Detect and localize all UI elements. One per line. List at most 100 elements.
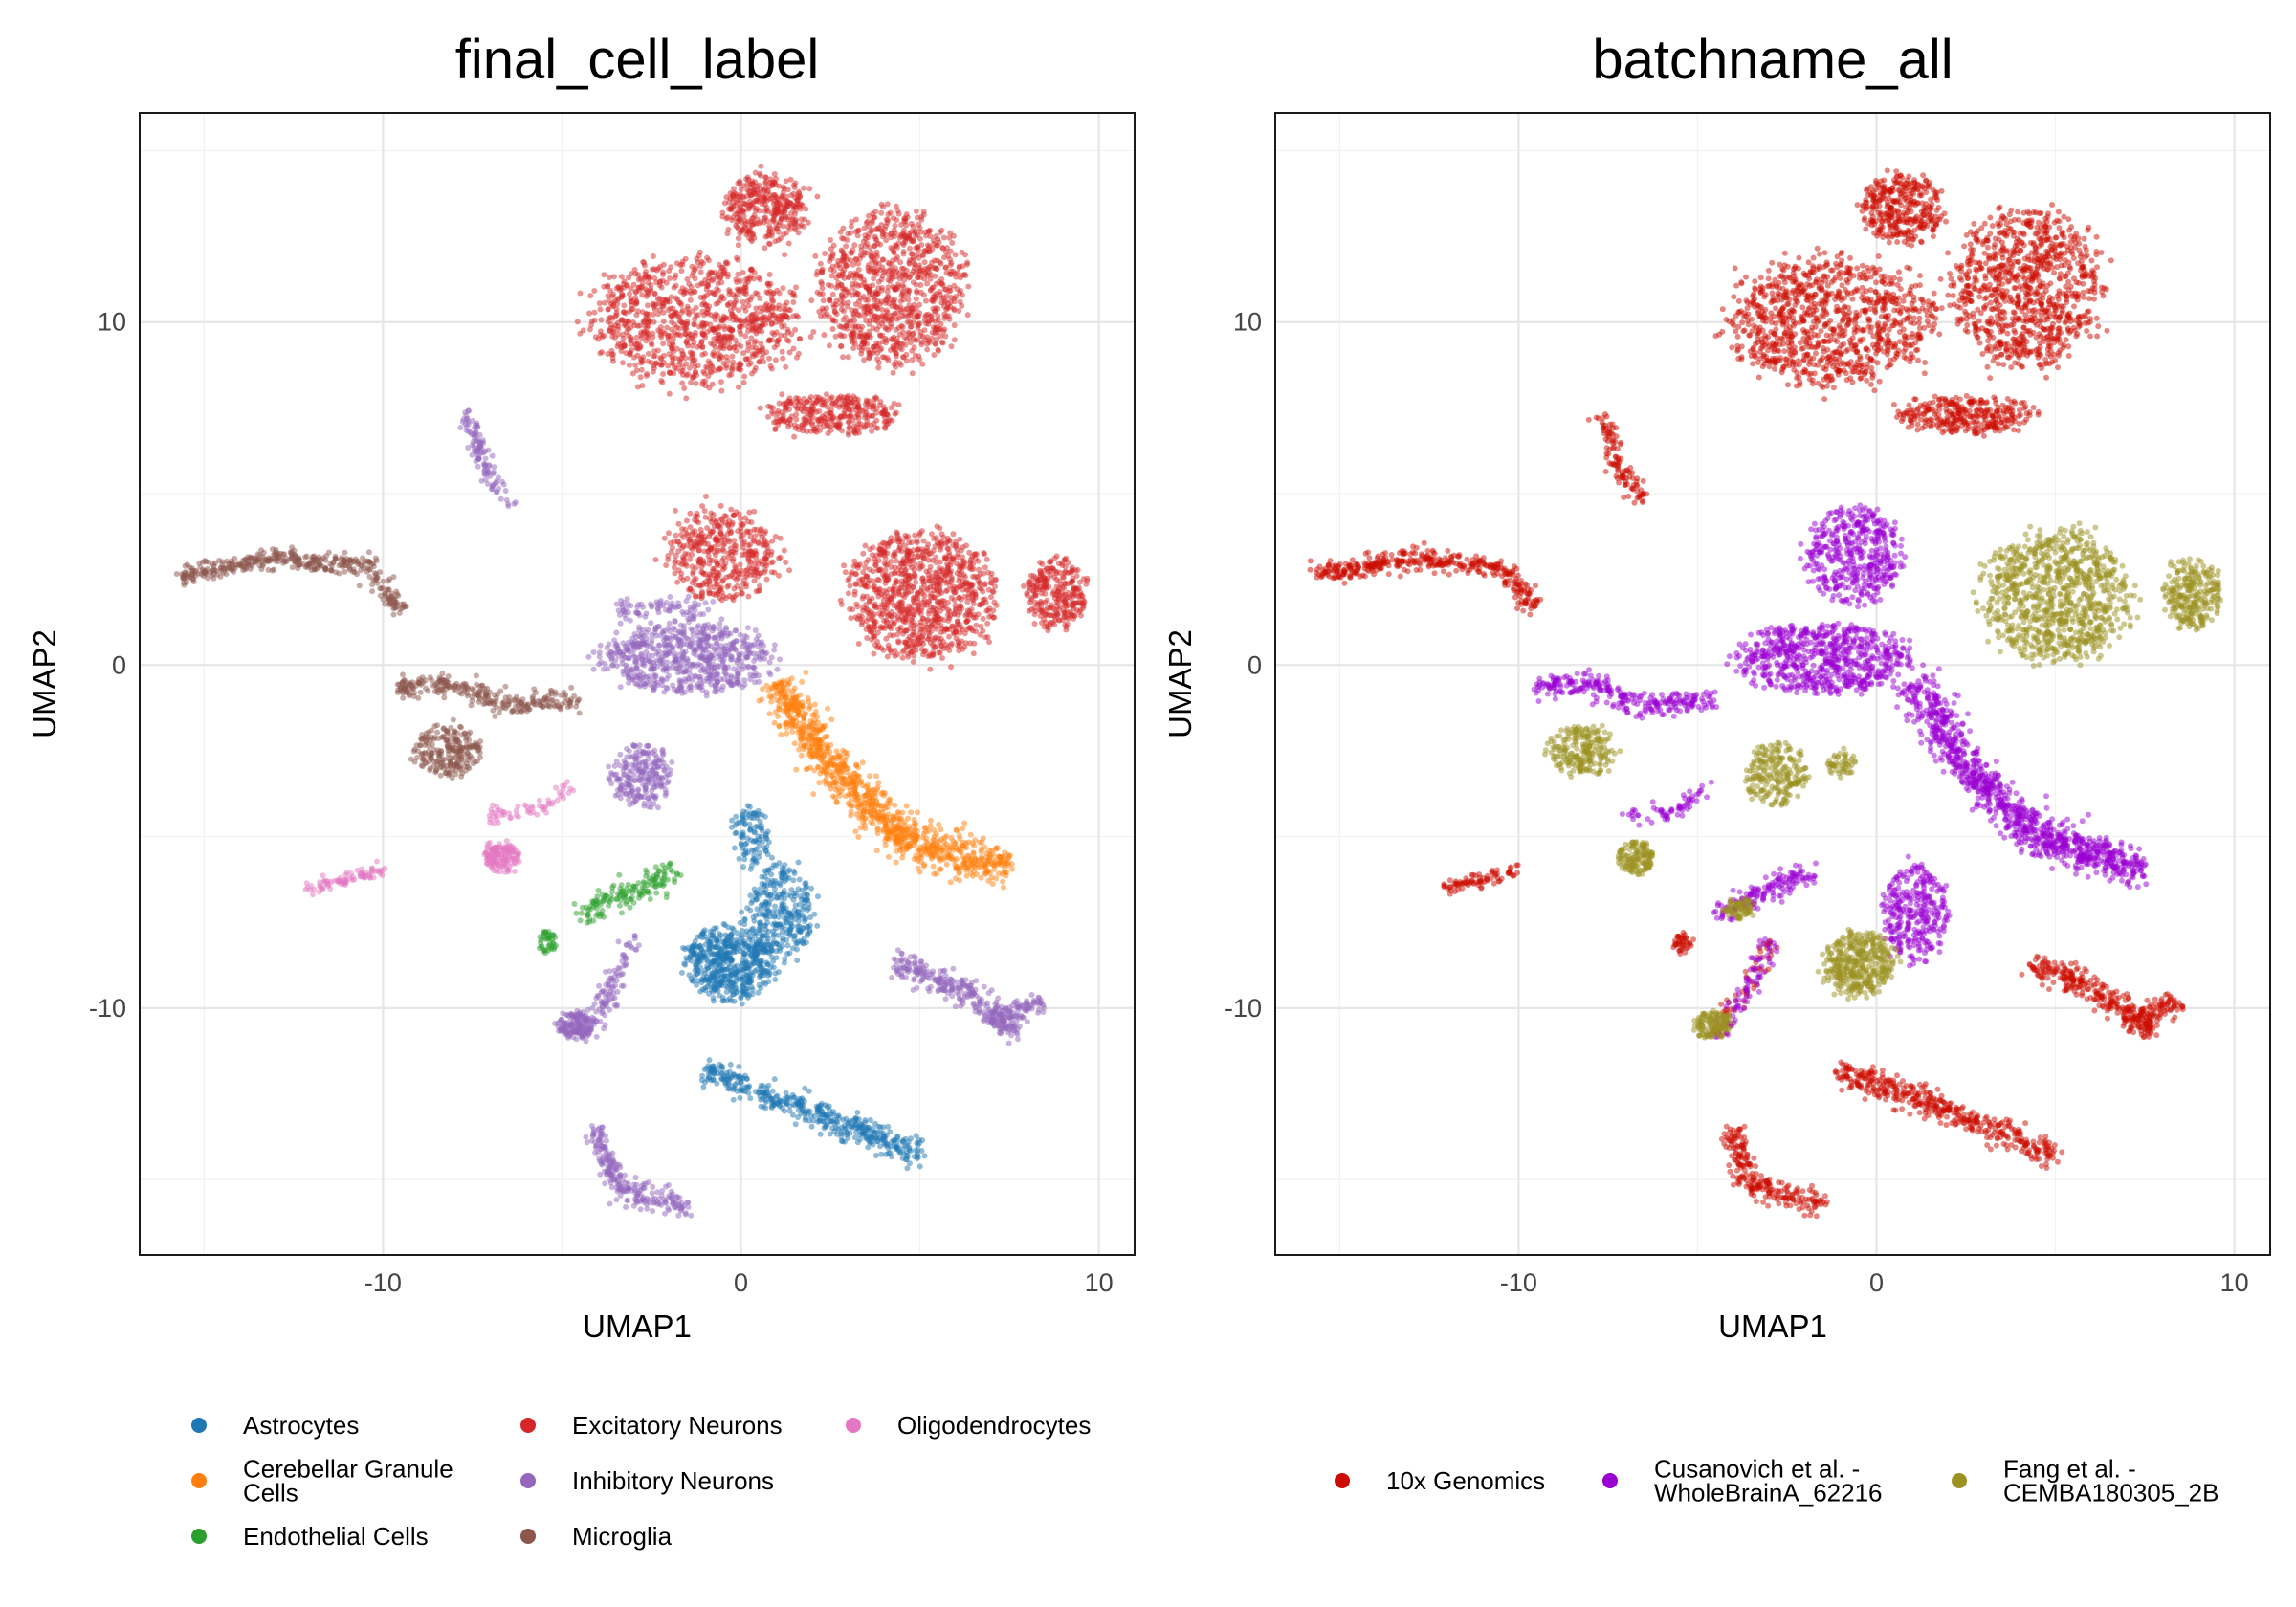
data-point xyxy=(724,358,731,363)
data-point xyxy=(807,428,814,434)
data-point xyxy=(902,238,909,245)
data-point xyxy=(840,256,847,263)
data-point xyxy=(784,299,790,306)
data-point xyxy=(932,318,938,324)
data-point xyxy=(875,780,882,786)
data-point xyxy=(607,321,614,328)
data-point xyxy=(710,1076,717,1083)
data-point xyxy=(934,870,939,877)
data-point xyxy=(730,926,737,933)
data-point xyxy=(736,942,742,949)
data-point xyxy=(791,210,798,217)
data-point xyxy=(735,256,741,263)
data-point xyxy=(840,747,847,754)
data-point xyxy=(697,988,704,995)
data-point xyxy=(596,911,603,917)
data-point xyxy=(626,275,632,281)
data-point xyxy=(676,325,683,332)
data-point xyxy=(860,276,867,283)
data-point xyxy=(897,362,904,368)
data-point xyxy=(784,951,790,957)
data-point xyxy=(708,938,714,945)
data-point xyxy=(676,319,683,324)
data-point xyxy=(894,269,900,275)
data-point xyxy=(794,946,800,953)
data-point xyxy=(953,856,960,862)
data-point xyxy=(787,400,794,407)
data-point xyxy=(657,307,663,313)
data-point xyxy=(874,356,881,363)
data-point xyxy=(762,245,768,252)
data-point xyxy=(957,275,963,281)
data-point xyxy=(710,1068,717,1074)
data-point xyxy=(891,816,897,823)
data-point xyxy=(762,902,768,909)
data-point xyxy=(714,312,720,319)
data-point xyxy=(839,295,846,301)
data-point xyxy=(893,1146,899,1152)
data-point xyxy=(882,1142,889,1149)
data-point xyxy=(740,954,747,960)
data-point xyxy=(768,865,775,871)
data-point xyxy=(766,711,773,717)
data-point xyxy=(708,950,715,956)
data-point xyxy=(726,199,733,206)
data-point xyxy=(541,936,547,941)
data-point xyxy=(878,287,885,294)
data-point xyxy=(657,278,664,285)
data-point xyxy=(951,337,958,343)
data-point xyxy=(632,362,639,368)
data-point xyxy=(833,1131,840,1137)
data-point xyxy=(885,276,892,283)
data-point xyxy=(573,910,580,916)
data-point xyxy=(771,171,778,177)
data-point xyxy=(837,229,844,235)
data-point xyxy=(795,1101,802,1108)
data-point xyxy=(868,812,874,819)
data-point xyxy=(671,370,677,377)
data-point xyxy=(742,932,749,938)
data-point xyxy=(827,1118,833,1125)
data-point xyxy=(801,185,807,191)
data-point xyxy=(782,870,788,877)
data-point xyxy=(609,333,616,340)
data-point xyxy=(653,267,660,274)
data-point xyxy=(733,276,740,283)
data-point xyxy=(737,203,743,209)
data-point xyxy=(929,850,936,857)
data-point xyxy=(862,414,868,421)
data-point xyxy=(891,1138,897,1145)
data-point xyxy=(707,368,714,375)
data-point xyxy=(772,427,779,432)
data-point xyxy=(780,223,786,230)
data-point xyxy=(851,318,857,324)
data-point xyxy=(785,306,792,313)
data-point xyxy=(862,1117,869,1123)
data-point xyxy=(870,265,876,272)
data-point xyxy=(870,210,876,217)
data-point xyxy=(913,281,919,288)
data-point xyxy=(551,946,558,953)
data-point xyxy=(833,748,840,755)
data-point xyxy=(872,394,879,401)
data-point xyxy=(792,1121,799,1128)
data-point xyxy=(660,272,666,277)
data-point xyxy=(724,301,731,308)
data-point xyxy=(943,833,950,840)
data-point xyxy=(956,832,962,839)
data-point xyxy=(885,357,892,363)
data-point xyxy=(755,189,762,196)
data-point xyxy=(740,270,746,275)
data-point xyxy=(892,297,898,302)
data-point xyxy=(648,341,654,346)
data-point xyxy=(856,808,863,815)
data-point xyxy=(871,420,877,427)
data-point xyxy=(788,413,795,420)
data-point xyxy=(948,343,955,350)
data-point xyxy=(863,409,870,416)
data-point xyxy=(892,410,898,417)
data-point xyxy=(757,405,763,411)
data-point xyxy=(650,300,656,307)
data-point xyxy=(756,981,762,988)
data-point xyxy=(645,350,651,357)
